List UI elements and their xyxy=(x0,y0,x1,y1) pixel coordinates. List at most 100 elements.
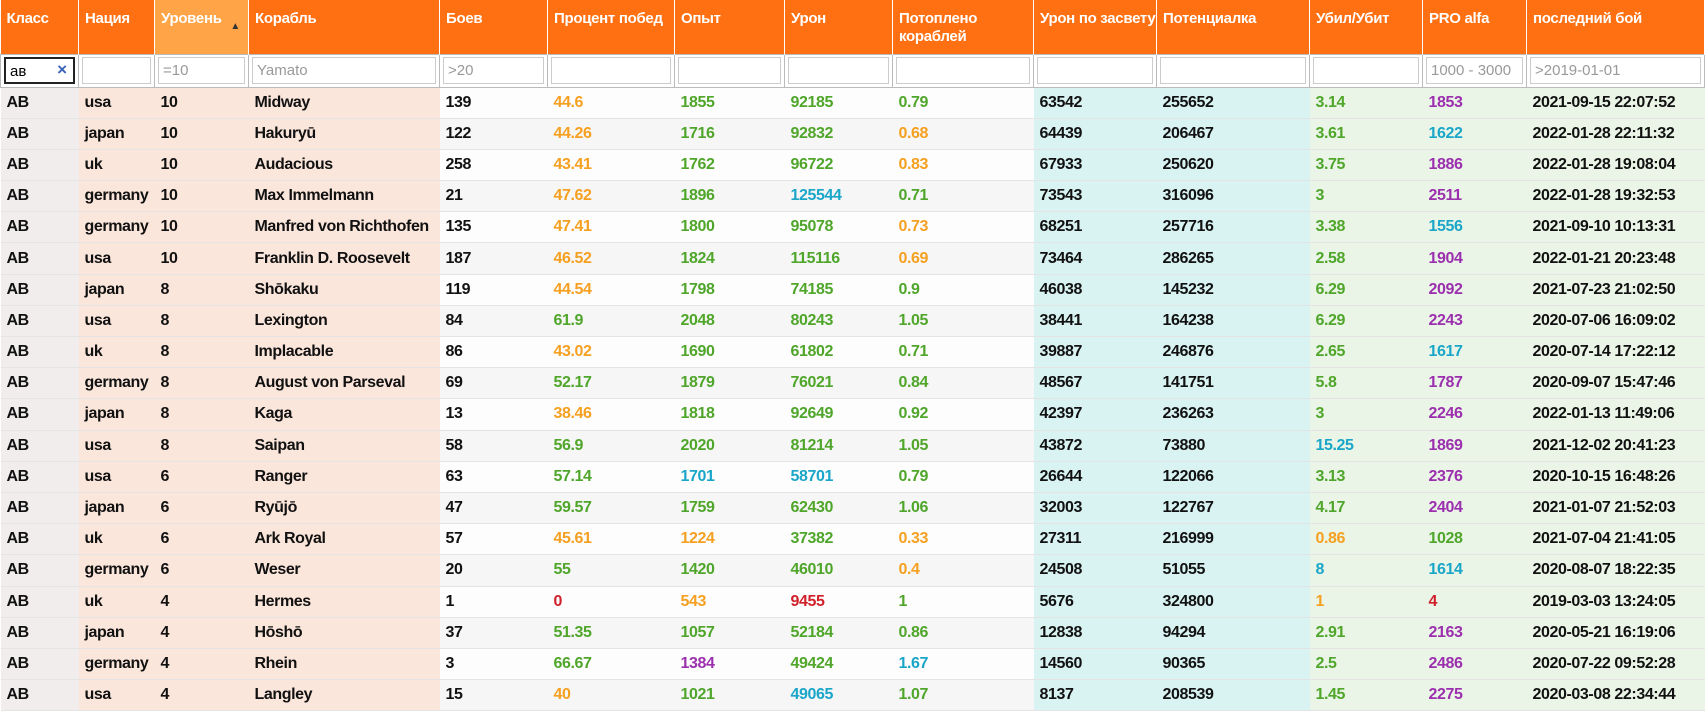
cell-value: 15 xyxy=(445,686,463,704)
table-row[interactable]: AB japan 8 Kaga 13 38.46 1818 92649 0.92 42397 236… xyxy=(0,398,1705,431)
table-cell: 38.46 xyxy=(547,398,675,431)
table-cell: AB xyxy=(0,554,79,587)
table-cell: Midway xyxy=(248,87,440,119)
column-header[interactable]: последний бой xyxy=(1526,0,1705,54)
table-row[interactable]: AB uk 10 Audacious 258 43.41 1762 96722 0.83 6793… xyxy=(0,149,1705,182)
filter-input[interactable] xyxy=(788,57,889,84)
table-row[interactable]: AB usa 4 Langley 15 40 1021 49065 1.07 8137 208539… xyxy=(0,679,1705,712)
table-cell: 255652 xyxy=(1156,87,1310,119)
cell-value: japan xyxy=(84,499,125,517)
filter-input[interactable]: ав × xyxy=(4,57,75,84)
table-row[interactable]: AB usa 8 Lexington 84 61.9 2048 80243 1.05 38441 1… xyxy=(0,305,1705,338)
column-header[interactable]: Урон xyxy=(784,0,893,54)
table-row[interactable]: AB japan 8 Shōkaku 119 44.54 1798 74185 0.9 46038… xyxy=(0,274,1705,306)
cell-value: 1818 xyxy=(680,405,715,423)
column-header[interactable]: Нация xyxy=(78,0,155,54)
filter-input[interactable] xyxy=(678,57,781,84)
table-row[interactable]: AB uk 4 Hermes 1 0 543 9455 1 5676 324800 1 4 2019-03… xyxy=(0,586,1705,618)
cell-value: 1556 xyxy=(1428,218,1463,236)
cell-value: 3.13 xyxy=(1315,467,1346,485)
table-cell: AB xyxy=(0,274,79,306)
filter-input[interactable]: Yamato xyxy=(252,57,436,84)
cell-value: 0.86 xyxy=(898,623,929,641)
table-row[interactable]: AB germany 4 Rhein 3 66.67 1384 49424 1.67 14560 9… xyxy=(0,648,1705,681)
table-cell: 8 xyxy=(154,305,249,338)
table-cell: 122767 xyxy=(1156,492,1310,525)
column-header[interactable]: Опыт xyxy=(674,0,785,54)
table-cell: 3.14 xyxy=(1309,87,1423,119)
cell-value: 43.02 xyxy=(553,343,592,361)
filter-placeholder: >2019-01-01 xyxy=(1535,62,1621,79)
column-header[interactable]: Убил/Убит xyxy=(1309,0,1423,54)
cell-value: AB xyxy=(6,623,30,641)
column-header[interactable]: Процент побед xyxy=(547,0,675,54)
table-cell: 52.17 xyxy=(547,367,675,400)
table-cell: AB xyxy=(0,523,79,556)
table-row[interactable]: AB japan 6 Ryūjō 47 59.57 1759 62430 1.06 32003 12… xyxy=(0,492,1705,525)
table-cell: 145232 xyxy=(1156,274,1310,306)
column-header[interactable]: Уровень ▲ xyxy=(154,0,249,54)
cell-value: 2020-09-07 15:47:46 xyxy=(1532,374,1676,392)
cell-value: 39887 xyxy=(1039,343,1083,361)
filter-input[interactable] xyxy=(551,57,671,84)
table-cell: 1614 xyxy=(1422,554,1527,587)
table-cell: 0.73 xyxy=(892,211,1034,244)
cell-value: 10 xyxy=(160,93,178,111)
table-cell: Hōshō xyxy=(248,617,440,649)
table-cell: 9455 xyxy=(784,586,893,618)
filter-input[interactable]: =10 xyxy=(158,57,245,84)
column-header[interactable]: Боев xyxy=(439,0,548,54)
filter-input[interactable] xyxy=(1160,57,1306,84)
clear-button[interactable]: × xyxy=(57,60,67,79)
table-cell: 10 xyxy=(154,149,249,182)
table-cell: usa xyxy=(78,679,155,712)
filter-input[interactable] xyxy=(896,57,1030,84)
filter-input[interactable] xyxy=(1313,57,1419,84)
table-row[interactable]: AB usa 10 Franklin D. Roosevelt 187 46.52 1824… xyxy=(0,242,1705,275)
cell-value: 2020-05-21 16:19:06 xyxy=(1532,623,1676,641)
table-row[interactable]: AB germany 10 Max Immelmann 21 47.62 1896 12554… xyxy=(0,180,1705,213)
column-header[interactable]: Корабль xyxy=(248,0,440,54)
cell-value: germany xyxy=(84,374,149,392)
filter-cell: =10 xyxy=(154,53,249,88)
table-cell: 2019-03-03 13:24:05 xyxy=(1526,586,1705,618)
cell-value: 4 xyxy=(160,654,170,672)
filter-input[interactable] xyxy=(1037,57,1153,84)
column-header[interactable]: Класс xyxy=(0,0,79,54)
cell-value: 246876 xyxy=(1162,343,1214,361)
table-cell: 1853 xyxy=(1422,87,1527,119)
table-row[interactable]: AB japan 4 Hōshō 37 51.35 1057 52184 0.86 12838 94… xyxy=(0,617,1705,649)
table-cell: 1028 xyxy=(1422,523,1527,556)
column-header[interactable]: Потоплено кораблей xyxy=(892,0,1034,54)
table-row[interactable]: AB germany 6 Weser 20 55 1420 46010 0.4 24508 5105… xyxy=(0,554,1705,587)
filter-cell: Yamato xyxy=(248,53,440,88)
cell-value: 8 xyxy=(160,374,170,392)
column-header[interactable]: Урон по засвету xyxy=(1033,0,1157,54)
column-header[interactable]: Потенциалка xyxy=(1156,0,1310,54)
column-header[interactable]: PRO alfa xyxy=(1422,0,1527,54)
filter-input[interactable]: >20 xyxy=(443,57,544,84)
table-cell: 47.41 xyxy=(547,211,675,244)
cell-value: uk xyxy=(84,530,103,548)
cell-value: 69 xyxy=(445,374,463,392)
cell-value: 2021-01-07 21:52:03 xyxy=(1532,499,1676,517)
filter-input[interactable] xyxy=(82,57,151,84)
cell-value: 543 xyxy=(680,592,707,610)
table-row[interactable]: AB usa 6 Ranger 63 57.14 1701 58701 0.79 26644 122… xyxy=(0,461,1705,493)
table-row[interactable]: AB usa 10 Midway 139 44.6 1855 92185 0.79 63542 25… xyxy=(0,87,1705,119)
cell-value: 0.71 xyxy=(898,187,929,205)
table-row[interactable]: AB uk 8 Implacable 86 43.02 1690 61802 0.71 39887… xyxy=(0,336,1705,369)
table-row[interactable]: AB germany 10 Manfred von Richthofen 135 47.4… xyxy=(0,211,1705,244)
table-cell: 1690 xyxy=(674,336,785,369)
cell-value: 258 xyxy=(445,155,472,173)
filter-input[interactable]: 1000 - 3000 xyxy=(1426,57,1523,84)
cell-value: 2022-01-28 22:11:32 xyxy=(1532,124,1675,142)
table-row[interactable]: AB japan 10 Hakuryū 122 44.26 1716 92832 0.68 644… xyxy=(0,118,1705,150)
table-cell: 2021-07-04 21:41:05 xyxy=(1526,523,1705,556)
table-row[interactable]: AB uk 6 Ark Royal 57 45.61 1224 37382 0.33 27311 2… xyxy=(0,523,1705,556)
table-cell: 2021-12-02 20:41:23 xyxy=(1526,430,1705,462)
table-cell: 92649 xyxy=(784,398,893,431)
table-row[interactable]: AB usa 8 Saipan 58 56.9 2020 81214 1.05 43872 7388… xyxy=(0,430,1705,462)
filter-input[interactable]: >2019-01-01 xyxy=(1530,57,1701,84)
table-row[interactable]: AB germany 8 August von Parseval 69 52.17 1879… xyxy=(0,367,1705,400)
